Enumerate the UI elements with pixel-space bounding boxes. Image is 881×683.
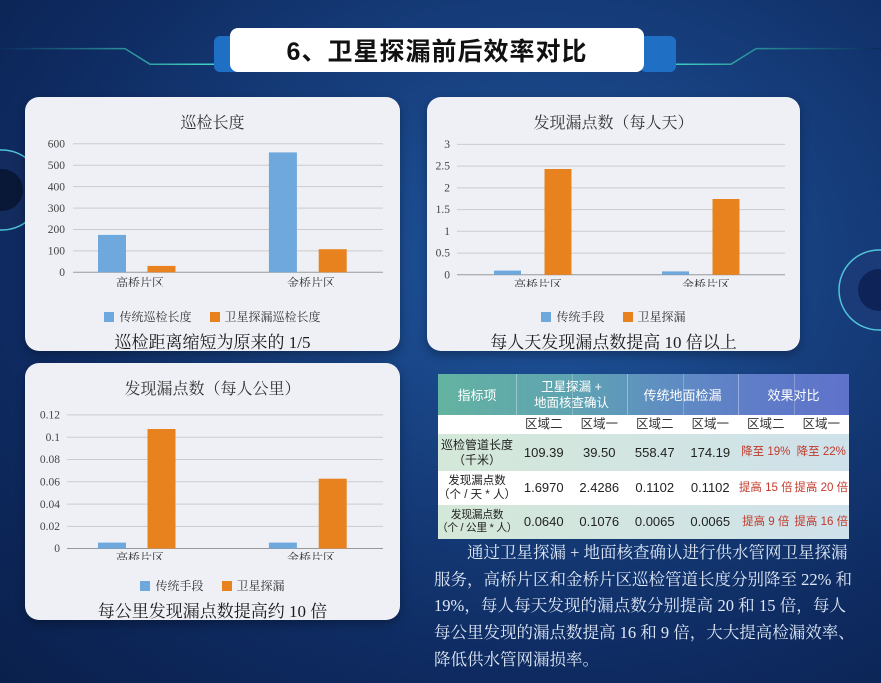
svg-text:金桥片区: 金桥片区	[287, 275, 335, 287]
svg-text:200: 200	[48, 224, 66, 236]
svg-text:500: 500	[48, 160, 66, 172]
svg-text:1.5: 1.5	[436, 204, 451, 216]
svg-text:2.5: 2.5	[436, 161, 451, 173]
svg-text:0.1: 0.1	[46, 432, 61, 444]
svg-text:0: 0	[444, 269, 450, 281]
svg-text:100: 100	[48, 246, 66, 258]
svg-text:高桥片区: 高桥片区	[116, 275, 164, 287]
svg-text:0.12: 0.12	[40, 410, 60, 422]
svg-text:300: 300	[48, 203, 66, 215]
svg-text:0: 0	[59, 267, 65, 279]
svg-text:0.02: 0.02	[40, 521, 60, 533]
svg-text:0.08: 0.08	[40, 454, 60, 466]
svg-text:高桥片区: 高桥片区	[116, 550, 164, 560]
svg-text:3: 3	[444, 139, 450, 151]
svg-text:0: 0	[54, 543, 60, 555]
svg-text:600: 600	[48, 139, 66, 151]
svg-text:金桥片区: 金桥片区	[682, 277, 730, 287]
svg-text:高桥片区: 高桥片区	[514, 277, 562, 287]
svg-text:1: 1	[444, 226, 450, 238]
svg-text:0.06: 0.06	[40, 477, 60, 489]
svg-text:0.04: 0.04	[40, 499, 60, 511]
svg-text:0.5: 0.5	[436, 248, 451, 260]
svg-text:金桥片区: 金桥片区	[287, 550, 335, 560]
svg-text:2: 2	[444, 183, 450, 195]
svg-text:400: 400	[48, 181, 66, 193]
